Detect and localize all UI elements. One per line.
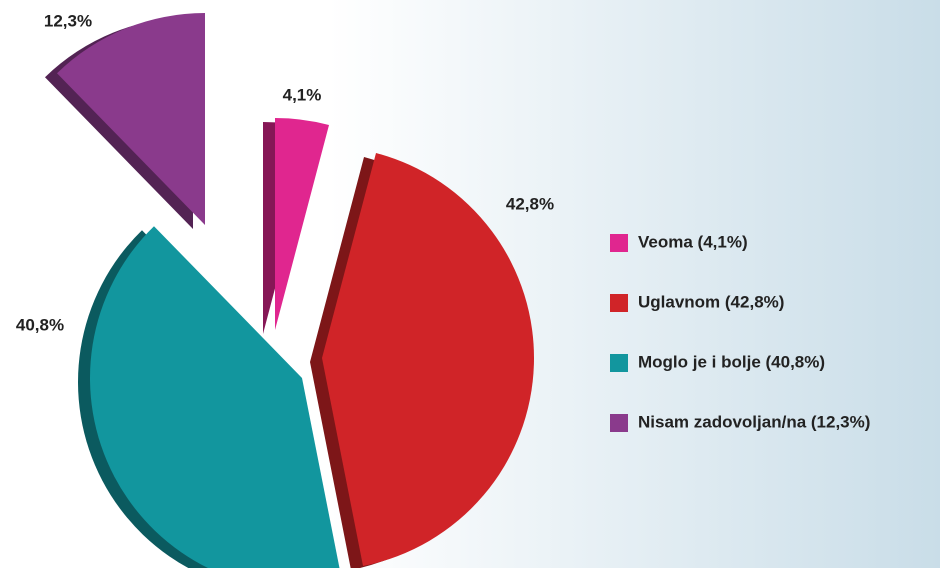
legend-label: Moglo je i bolje (40,8%) xyxy=(638,352,825,371)
slice xyxy=(275,118,330,330)
legend-label: Uglavnom (42,8%) xyxy=(638,292,784,311)
slice xyxy=(89,226,340,568)
data-label: 42,8% xyxy=(506,194,554,213)
data-label: 12,3% xyxy=(44,11,92,30)
legend-swatch xyxy=(610,414,628,432)
slice xyxy=(56,13,206,225)
pie: 4,1% 42,8% 40,8% 12,3% xyxy=(16,11,554,568)
legend-label: Nisam zadovoljan/na (12,3%) xyxy=(638,412,870,431)
data-label: 4,1% xyxy=(283,85,322,104)
data-label: 40,8% xyxy=(16,315,64,334)
legend: Veoma (4,1%) Uglavnom (42,8%) Moglo je i b… xyxy=(610,232,870,432)
legend-swatch xyxy=(610,354,628,372)
legend-label: Veoma (4,1%) xyxy=(638,232,748,251)
legend-swatch xyxy=(610,294,628,312)
legend-swatch xyxy=(610,234,628,252)
slice xyxy=(322,152,535,566)
